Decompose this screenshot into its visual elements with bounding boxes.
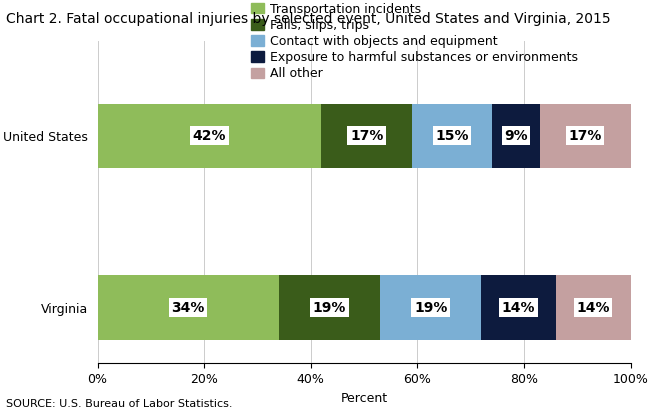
Bar [279, 275, 380, 340]
Bar [540, 104, 630, 168]
Text: SOURCE: U.S. Bureau of Labor Statistics.: SOURCE: U.S. Bureau of Labor Statistics. [6, 399, 233, 409]
Text: Chart 2. Fatal occupational injuries by selected event, United States and Virgin: Chart 2. Fatal occupational injuries by … [6, 12, 611, 26]
Bar [98, 104, 321, 168]
Legend: Transportation incidents, Falls, slips, trips, Contact with objects and equipmen: Transportation incidents, Falls, slips, … [248, 0, 582, 84]
Text: 19%: 19% [313, 301, 346, 315]
Bar [321, 104, 412, 168]
Bar [556, 275, 630, 340]
Text: 14%: 14% [577, 301, 610, 315]
Text: 17%: 17% [569, 129, 602, 143]
Text: 34%: 34% [172, 301, 205, 315]
Text: 14%: 14% [502, 301, 536, 315]
Text: 42%: 42% [192, 129, 226, 143]
Bar [492, 104, 540, 168]
Text: 17%: 17% [350, 129, 384, 143]
Bar [98, 275, 279, 340]
Bar [481, 275, 556, 340]
Bar [380, 275, 481, 340]
X-axis label: Percent: Percent [341, 392, 387, 405]
Bar [412, 104, 492, 168]
Text: 9%: 9% [504, 129, 528, 143]
Text: 15%: 15% [436, 129, 469, 143]
Text: 19%: 19% [414, 301, 447, 315]
